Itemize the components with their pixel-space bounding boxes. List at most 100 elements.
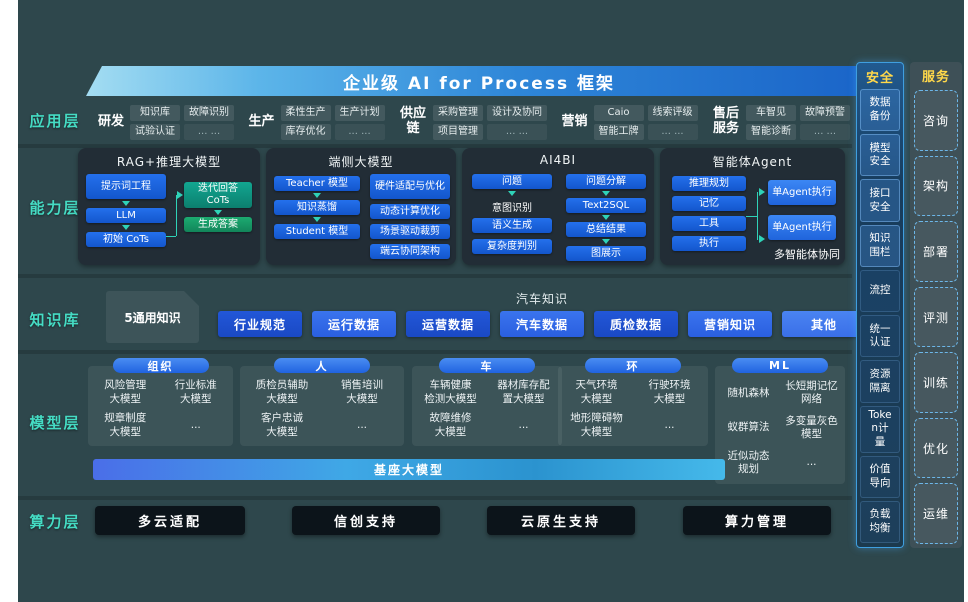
app-group-production: 生产 柔性生产 库存优化 生产计划 ... ... — [249, 104, 385, 140]
app-item: 项目管理 — [433, 123, 483, 140]
model-group-ml: ML 随机森林 长短期记忆 网络 蚁群算法 多变量灰色 模型 近似动态 规划 .… — [715, 358, 845, 484]
model-cell: 器材库存配 置大模型 — [497, 379, 550, 405]
app-item-more: ... ... — [487, 123, 547, 140]
arrow-right-icon — [759, 235, 765, 243]
model-cell: 长短期记忆 网络 — [785, 380, 838, 406]
service-item-consulting: 咨询 — [914, 90, 958, 151]
multi-agent-note: 多智能体协同 — [774, 248, 840, 261]
app-group-name: 供应链 — [399, 106, 426, 136]
security-item-unified-auth: 统一认证 — [860, 315, 900, 358]
node-knowledge-distillation: 知识蒸馏 — [274, 200, 360, 215]
security-item-label: 流控 — [869, 284, 891, 297]
arrow-down-icon — [602, 239, 610, 244]
arrow-down-icon — [313, 193, 321, 198]
app-group-rnd: 研发 知识库 试验认证 故障识别 ... ... — [98, 104, 235, 140]
security-item-label: 知识围栏 — [869, 232, 891, 258]
app-item-more: ... ... — [334, 123, 385, 140]
node-semantic-generation: 语义生成 — [472, 218, 552, 233]
model-cell: 多变量灰色 模型 — [785, 414, 838, 440]
model-group-pill: ML — [732, 358, 828, 373]
security-item-model-security: 模型安全 — [860, 134, 900, 177]
node-prompt-engineering: 提示词工程 — [86, 174, 166, 199]
general-knowledge-box: 5通用知识 — [106, 291, 199, 343]
arrow-down-icon — [508, 191, 516, 196]
connector-line — [166, 236, 176, 237]
layer-label-compute: 算力层 — [29, 513, 81, 531]
arrow-right-icon — [759, 188, 765, 196]
service-item-deployment: 部署 — [914, 221, 958, 282]
node-initial-cots: 初始 CoTs — [86, 232, 166, 247]
connector-line — [176, 195, 177, 236]
model-group-vehicle: 车 车辆健康 检测大模型 器材库存配 置大模型 故障维修 大模型 ... — [412, 358, 562, 446]
capability-box-title: 端侧大模型 — [328, 155, 394, 169]
layer-divider — [18, 274, 852, 278]
app-group-name: 研发 — [98, 113, 125, 129]
arrow-down-icon — [602, 215, 610, 220]
model-cell: 随机森林 — [727, 386, 770, 399]
node-text2sql: Text2SQL — [566, 198, 646, 213]
knowledge-item-other: 其他 — [782, 311, 866, 337]
application-layer-row: 研发 知识库 试验认证 故障识别 ... ... 生产 柔性生产 库存优化 — [98, 99, 850, 145]
model-group-person: 人 质检员辅助 大模型 销售培训 大模型 客户忠诚 大模型 ... — [240, 358, 404, 446]
app-item: 知识库 — [130, 104, 181, 121]
arrow-down-icon — [214, 210, 222, 215]
compute-item-multicloud: 多云适配 — [95, 506, 245, 535]
app-item: 线索评级 — [647, 104, 698, 121]
model-group-organization: 组织 风险管理 大模型 行业标准 大模型 规章制度 大模型 ... — [88, 358, 233, 446]
service-item-architecture: 架构 — [914, 155, 958, 217]
arrow-down-icon — [122, 225, 130, 230]
capability-box-agent: 智能体Agent 推理规划 记忆 工具 执行 单Agent执行 单Agent执行… — [660, 148, 845, 265]
node-summarize-result: 总结结果 — [566, 222, 646, 237]
security-item-label: 价值导向 — [869, 463, 891, 489]
knowledge-item-vehicle-data: 汽车数据 — [500, 311, 584, 337]
security-item-resource-isolation: 资源隔离 — [860, 360, 900, 403]
node-memory: 记忆 — [672, 196, 746, 211]
model-cell: 车辆健康 检测大模型 — [424, 379, 477, 405]
security-item-label: 接口安全 — [869, 186, 891, 213]
knowledge-item-industry-standards: 行业规范 — [218, 311, 302, 337]
model-cell: 行驶环境 大模型 — [648, 379, 691, 405]
node-cloud-edge-arch: 端云协同架构 — [370, 244, 450, 259]
model-cell: 客户忠诚 大模型 — [261, 412, 303, 438]
framework-title: 企业级 AI for Process 框架 — [343, 73, 615, 94]
model-cell-more: ... — [190, 418, 201, 431]
capability-box-edge: 端侧大模型 Teacher 模型 知识蒸馏 Student 模型 硬件适配与优化… — [266, 148, 456, 265]
layer-label-application: 应用层 — [29, 112, 81, 130]
diagram-panel: 企业级 AI for Process 框架 应用层 能力层 知识库 模型层 算力… — [18, 0, 964, 602]
service-item-optimization: 优化 — [914, 417, 958, 479]
app-item: 车智见 — [745, 104, 796, 121]
service-item-operations: 运维 — [914, 483, 958, 545]
layer-divider — [18, 496, 852, 500]
node-tools: 工具 — [672, 216, 746, 231]
node-single-agent-exec-1: 单Agent执行 — [768, 180, 836, 205]
app-item: 故障预警 — [799, 104, 850, 121]
arrow-down-icon — [602, 191, 610, 196]
app-group-name: 售后服务 — [712, 106, 739, 136]
connector-line — [746, 216, 757, 217]
app-item: 智能工牌 — [593, 123, 644, 140]
layer-label-model: 模型层 — [29, 414, 81, 432]
app-group-aftersales: 售后服务 车智见 智能诊断 故障预警 ... ... — [712, 104, 850, 140]
model-group-pill: 环 — [585, 358, 681, 373]
knowledge-items-row: 行业规范 运行数据 运营数据 汽车数据 质检数据 营销知识 其他 — [218, 311, 866, 337]
model-cell: 销售培训 大模型 — [341, 379, 383, 405]
security-item-token-metering: Token计量 — [860, 405, 900, 453]
security-item-load-balancing: 负载均衡 — [860, 500, 900, 544]
compute-item-cloudnative: 云原生支持 — [487, 506, 635, 535]
node-chart-display: 图展示 — [566, 246, 646, 261]
model-cell: 蚁群算法 — [727, 421, 770, 434]
app-item: 生产计划 — [334, 104, 385, 121]
service-rail: 服务 咨询 架构 部署 评测 训练 优化 运维 — [910, 62, 962, 548]
layer-divider — [18, 144, 852, 148]
security-item-knowledge-fence: 知识围栏 — [860, 224, 900, 267]
model-cell: 行业标准 大模型 — [174, 379, 217, 405]
base-large-model-bar: 基座大模型 — [93, 459, 725, 480]
security-item-label: 统一认证 — [869, 322, 891, 349]
layer-label-knowledge: 知识库 — [29, 311, 81, 329]
app-item: 试验认证 — [130, 123, 181, 140]
knowledge-item-qc-data: 质检数据 — [594, 311, 678, 337]
connector-line — [757, 192, 758, 240]
arrow-down-icon — [313, 217, 321, 222]
capability-box-rag: RAG+推理大模型 提示词工程 LLM 初始 CoTs 迭代回答CoTs 生成答… — [78, 148, 260, 265]
app-item: 采购管理 — [433, 104, 483, 121]
